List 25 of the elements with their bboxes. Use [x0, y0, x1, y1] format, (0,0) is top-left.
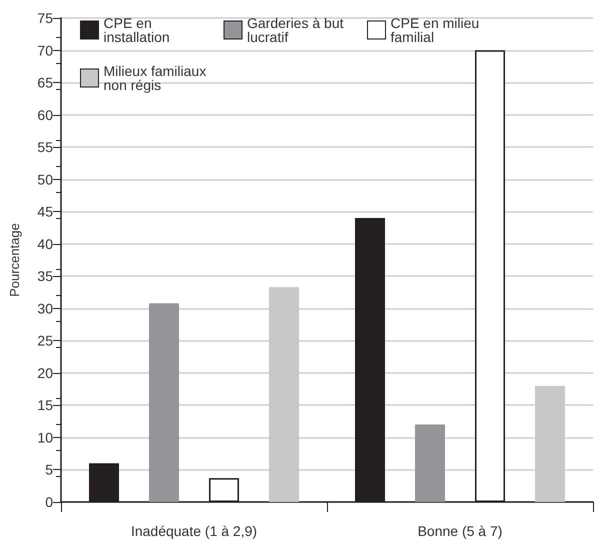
legend-label: CPE en installation: [104, 15, 170, 45]
y-tick-label: 55: [37, 139, 54, 156]
y-tick-label: 5: [45, 462, 54, 478]
x-tick-label: Inadéquate (1 à 2,9): [130, 523, 258, 539]
y-tick-label: 10: [37, 429, 54, 446]
legend-label: Milieux familiaux non régis: [104, 63, 210, 93]
y-tick-label: 75: [37, 10, 54, 26]
y-axis-title: Pourcentage: [7, 223, 22, 297]
y-tick-label: 40: [37, 236, 54, 252]
y-tick-label: 65: [37, 74, 54, 91]
x-tick-label: Bonne (5 à 7): [418, 523, 502, 539]
legend-label: CPE en milieu familial: [390, 15, 484, 45]
y-tick-label: 25: [37, 332, 54, 349]
y-tick-label: 50: [37, 171, 54, 188]
bar: [415, 424, 445, 502]
y-tick-label: 60: [37, 106, 54, 123]
legend-label: Garderies à but lucratif: [247, 15, 348, 45]
y-tick-label: 70: [37, 42, 54, 58]
y-tick-label: 35: [37, 268, 54, 284]
y-tick-label: 20: [37, 364, 54, 381]
y-tick-label: 30: [37, 300, 54, 316]
y-tick-label: 0: [45, 494, 54, 510]
bar: [149, 303, 179, 502]
y-tick-label: 15: [37, 397, 54, 414]
y-tick-label: 45: [37, 204, 54, 220]
